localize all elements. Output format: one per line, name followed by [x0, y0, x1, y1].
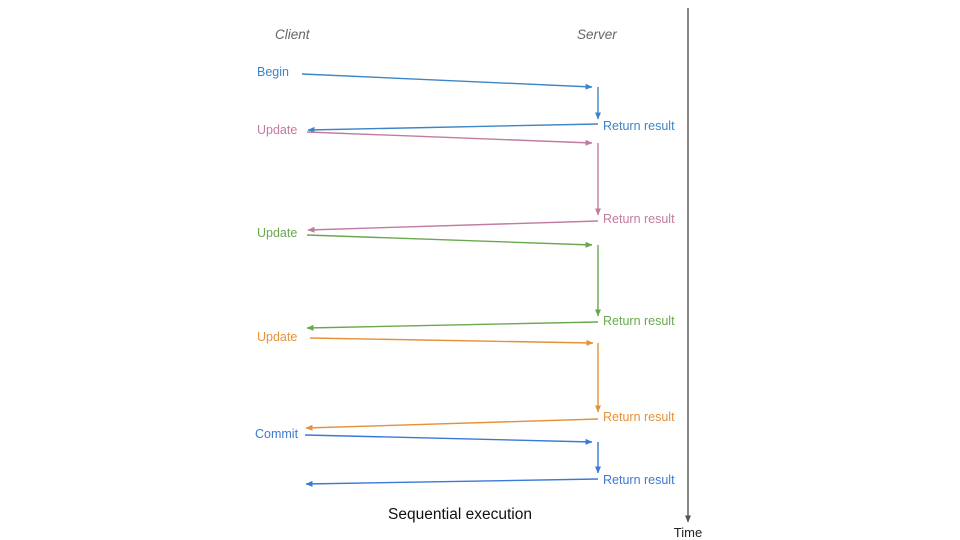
response-arrow-0 [307, 123, 599, 133]
server-column-header: Server [577, 27, 617, 42]
return-result-label-1: Return result [603, 212, 675, 226]
request-arrow-commit-4 [304, 434, 593, 445]
response-arrow-3 [305, 418, 599, 431]
client-column-header: Client [275, 27, 310, 42]
operation-label-begin-0: Begin [257, 65, 289, 79]
request-arrow-update-1 [306, 131, 593, 146]
operation-label-update-2: Update [257, 226, 298, 240]
operation-label-update-1: Update [257, 123, 298, 137]
response-arrow-2 [306, 321, 599, 331]
request-arrow-update-3 [309, 337, 594, 346]
return-result-label-0: Return result [603, 119, 675, 133]
return-result-label-4: Return result [603, 473, 675, 487]
operation-label-commit-4: Commit [255, 427, 299, 441]
time-axis-label: Time [673, 525, 703, 540]
request-arrow-update-2 [306, 234, 593, 248]
diagram-title: Sequential execution [388, 506, 532, 523]
return-result-label-3: Return result [603, 410, 675, 424]
operation-label-update-3: Update [257, 330, 298, 344]
response-arrow-1 [307, 220, 599, 233]
response-arrow-4 [305, 478, 599, 487]
return-result-label-2: Return result [603, 314, 675, 328]
request-arrow-begin-0 [301, 73, 593, 90]
